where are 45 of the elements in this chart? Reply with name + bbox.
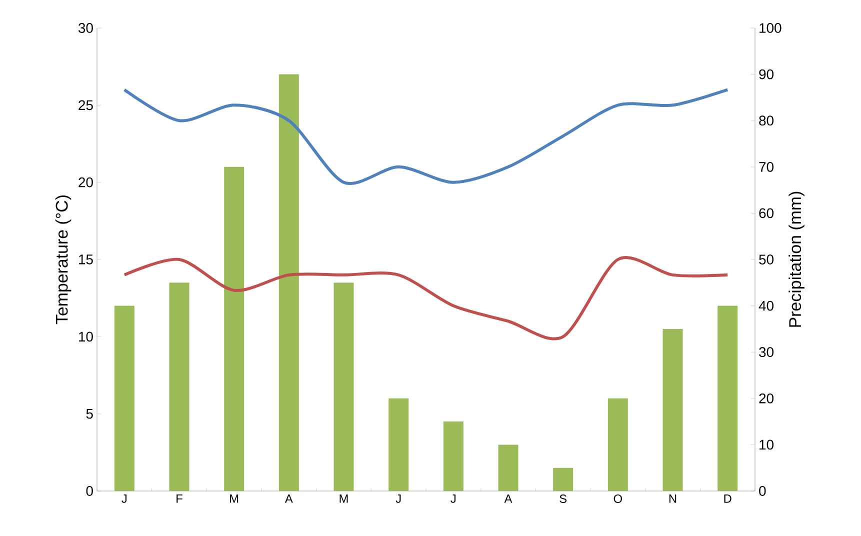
- y2-tick-label: 50: [759, 254, 774, 264]
- y-axis-title: Temperature (°C): [55, 196, 72, 324]
- x-tick-label: F: [176, 494, 182, 503]
- bar: [224, 166, 244, 491]
- bar: [498, 444, 518, 491]
- bar: [334, 282, 354, 491]
- x-tick-label: J: [396, 494, 401, 503]
- bar: [443, 422, 464, 491]
- y2-tick-label: 80: [759, 116, 774, 126]
- y2-tick-label: 100: [760, 23, 782, 33]
- bar: [114, 306, 134, 491]
- y2-tick-label: 0: [759, 486, 766, 496]
- x-tick-label: O: [614, 494, 622, 503]
- x-tick-label: S: [560, 494, 567, 503]
- x-tick-label: J: [122, 494, 127, 503]
- x-tick-label: D: [724, 494, 732, 503]
- y2-tick-label: 20: [759, 393, 774, 404]
- x-tick-label: N: [669, 494, 676, 503]
- bar: [553, 468, 574, 491]
- x-tick-label: M: [340, 494, 348, 503]
- y2-tick-label: 60: [759, 208, 774, 218]
- bar: [608, 398, 628, 491]
- x-tick-label: M: [230, 494, 238, 503]
- y2-tick-label: 30: [759, 347, 774, 358]
- line-series: [122, 88, 730, 185]
- y-tick-label: 0: [86, 486, 93, 496]
- bar: [278, 74, 299, 491]
- bar: [169, 282, 190, 491]
- x-tick-label: A: [284, 494, 293, 503]
- bar: [662, 328, 683, 491]
- y2-axis-title: Precipitation (mm): [788, 192, 804, 327]
- x-tick-label: J: [450, 494, 456, 503]
- y-tick-label: 25: [78, 100, 93, 110]
- x-tick-label: A: [504, 494, 512, 503]
- y2-tick-label: 10: [760, 440, 774, 450]
- bar: [718, 306, 738, 491]
- bar: [388, 398, 409, 491]
- y2-tick-label: 70: [759, 162, 774, 172]
- y2-tick-label: 40: [758, 300, 774, 311]
- y-tick-label: 10: [79, 332, 93, 342]
- y2-tick-label: 90: [759, 69, 774, 80]
- y-tick-label: 15: [79, 254, 93, 264]
- y-tick-label: 30: [78, 23, 93, 33]
- y-tick-label: 5: [86, 408, 93, 419]
- y-tick-label: 20: [78, 177, 93, 188]
